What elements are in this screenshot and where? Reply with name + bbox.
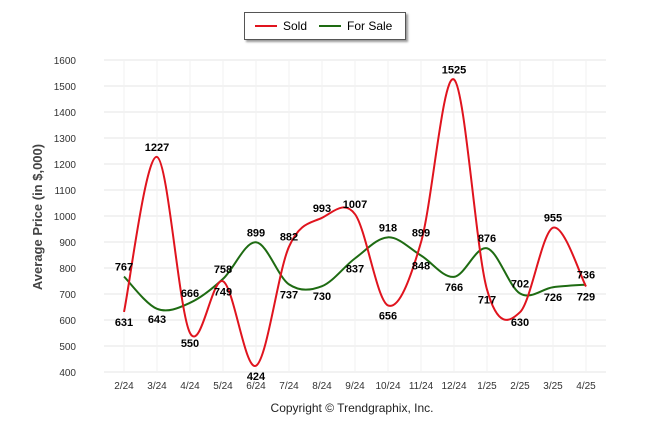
grid (104, 59, 606, 373)
data-label-for-sale: 918 (379, 222, 397, 234)
data-label-sold: 955 (544, 213, 562, 225)
y-tick-label: 400 (59, 368, 76, 379)
x-tick-label: 5/24 (213, 381, 233, 392)
data-label-sold: 729 (577, 291, 595, 303)
data-label-sold: 1007 (343, 199, 367, 211)
data-label-for-sale: 899 (247, 227, 265, 239)
x-tick-label: 2/24 (114, 381, 134, 392)
data-label-sold: 630 (511, 317, 529, 329)
data-label-sold: 993 (313, 203, 331, 215)
data-label-sold: 631 (115, 317, 133, 329)
y-tick-label: 1000 (54, 212, 77, 223)
data-label-sold: 550 (181, 338, 199, 350)
y-tick-label: 1200 (54, 160, 77, 171)
data-label-sold: 882 (280, 232, 298, 244)
x-tick-label: 9/24 (345, 381, 365, 392)
y-tick-label: 1600 (54, 56, 77, 67)
x-tick-label: 12/24 (441, 381, 466, 392)
x-tick-label: 3/24 (147, 381, 167, 392)
data-label-sold: 1525 (442, 65, 466, 77)
data-label-for-sale: 643 (148, 314, 166, 326)
legend-label-sold: Sold (283, 19, 308, 33)
data-label-for-sale: 876 (478, 233, 496, 245)
x-tick-label: 4/25 (576, 381, 596, 392)
data-label-for-sale: 837 (346, 263, 364, 275)
data-label-for-sale: 702 (511, 278, 529, 290)
data-label-for-sale: 726 (544, 292, 562, 304)
x-tick-label: 3/25 (543, 381, 563, 392)
x-tick-label: 11/24 (409, 381, 434, 392)
x-tick-label: 1/25 (477, 381, 497, 392)
data-label-sold: 749 (214, 286, 232, 298)
data-label-for-sale: 736 (577, 270, 595, 282)
x-tick-label: 10/24 (375, 381, 400, 392)
legend: Sold For Sale (244, 12, 406, 40)
data-label-sold: 717 (478, 295, 496, 307)
y-tick-label: 800 (59, 264, 76, 275)
y-tick-label: 1100 (54, 186, 76, 197)
y-tick-label: 1300 (54, 134, 77, 145)
copyright-caption: Copyright © Trendgraphix, Inc. (271, 401, 434, 415)
y-tick-labels: 400 500 600 700 800 900 1000 1100 1200 1300 1400 15… (54, 56, 77, 379)
x-tick-label: 6/24 (246, 381, 266, 392)
y-tick-label: 600 (59, 316, 76, 327)
legend-swatch-for-sale (319, 25, 341, 27)
y-tick-label: 1500 (54, 82, 77, 93)
x-tick-label: 7/24 (279, 381, 299, 392)
data-label-for-sale: 730 (313, 291, 331, 303)
data-label-for-sale: 848 (412, 261, 430, 273)
y-tick-label: 500 (59, 342, 76, 353)
data-label-for-sale: 666 (181, 288, 199, 300)
y-tick-label: 900 (59, 238, 76, 249)
x-tick-labels: 2/24 3/24 4/24 5/24 6/24 7/24 8/24 9/24 10/24 11/… (114, 381, 596, 392)
data-label-for-sale: 766 (445, 282, 463, 294)
x-tick-label: 4/24 (180, 381, 200, 392)
data-label-for-sale: 758 (214, 264, 232, 276)
data-label-for-sale: 737 (280, 289, 298, 301)
series-lines (123, 78, 587, 367)
series-line-for-sale (123, 236, 587, 312)
y-axis-label: Average Price (in $,000) (30, 144, 45, 290)
data-label-sold: 424 (247, 371, 266, 383)
data-label-sold: 899 (412, 227, 430, 239)
data-label-sold: 1227 (145, 142, 169, 154)
y-tick-label: 700 (59, 290, 76, 301)
data-label-for-sale: 767 (115, 262, 133, 274)
x-tick-label: 8/24 (312, 381, 332, 392)
series-line-sold (123, 78, 587, 367)
x-tick-label: 2/25 (510, 381, 530, 392)
legend-label-for-sale: For Sale (347, 19, 393, 33)
data-label-sold: 656 (379, 310, 397, 322)
legend-swatch-sold (255, 25, 277, 27)
data-labels: 631 1227 550 749 424 882 993 1007 656 899 1525 717 6… (115, 65, 595, 383)
y-tick-label: 1400 (54, 108, 77, 119)
